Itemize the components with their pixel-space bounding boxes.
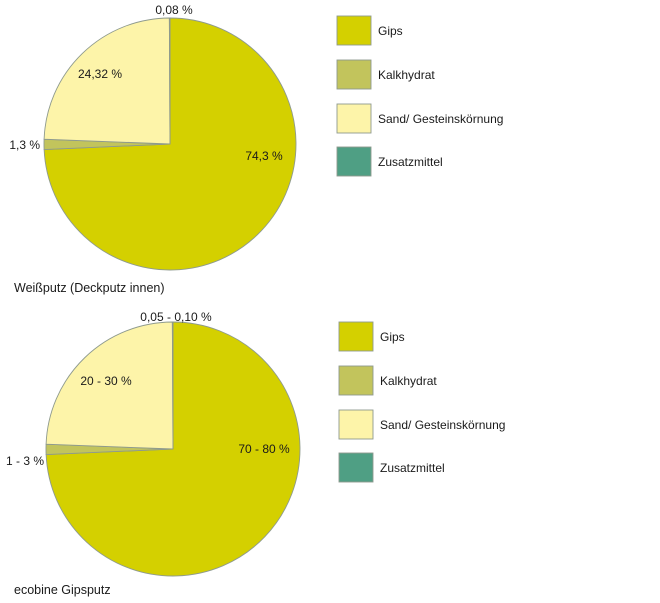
chart-title: ecobine Gipsputz (14, 583, 111, 597)
value-label-zusatzmittel: 0,05 - 0,10 % (140, 310, 212, 324)
legend-label-gips: Gips (380, 330, 405, 344)
pie-slice-sand-gesteinsk-rnung (43, 17, 171, 145)
value-label-sand-gesteinsk-rnung: 24,32 % (78, 67, 122, 81)
legend-label-zusatzmittel: Zusatzmittel (378, 155, 443, 169)
pie-slice-zusatzmittel (171, 321, 174, 450)
legend: Gips Kalkhydrat Sand/ Gesteinskörnung Zusat… (336, 15, 503, 177)
chart-title: Weißputz (Deckputz innen) (14, 281, 165, 295)
pie-slice-sand-gesteinsk-rnung (45, 321, 174, 450)
value-label-sand-gesteinsk-rnung: 20 - 30 % (80, 374, 132, 388)
value-label-gips: 70 - 80 % (238, 442, 290, 456)
legend-label-kalkhydrat: Kalkhydrat (378, 68, 435, 82)
legend-swatch-sand-gesteinsk-rnung (336, 103, 372, 134)
legend-swatch-zusatzmittel (336, 146, 372, 177)
legend-label-zusatzmittel: Zusatzmittel (380, 461, 445, 475)
legend-swatch-zusatzmittel (338, 452, 374, 483)
legend-swatch-sand-gesteinsk-rnung (338, 409, 374, 440)
legend-label-kalkhydrat: Kalkhydrat (380, 374, 437, 388)
value-label-gips: 74,3 % (245, 149, 283, 163)
legend-swatch-gips (338, 321, 374, 352)
value-label-kalkhydrat: 1 - 3 % (6, 454, 44, 468)
legend-swatch-gips (336, 15, 372, 46)
pie-chart-1: 74,3 % 1,3 % 24,32 % 0,08 % Weißputz (Deckpu… (9, 3, 503, 295)
legend-label-sand-gesteinsk-rnung: Sand/ Gesteinskörnung (380, 418, 505, 432)
legend: Gips Kalkhydrat Sand/ Gesteinskörnung Zusat… (338, 321, 505, 483)
legend-label-gips: Gips (378, 24, 403, 38)
pie-chart-2: 70 - 80 % 1 - 3 % 20 - 30 % 0,05 - 0,10 % ec… (6, 310, 505, 597)
value-label-kalkhydrat: 1,3 % (9, 138, 40, 152)
value-label-zusatzmittel: 0,08 % (155, 3, 193, 17)
legend-label-sand-gesteinsk-rnung: Sand/ Gesteinskörnung (378, 112, 503, 126)
legend-swatch-kalkhydrat (338, 365, 374, 396)
legend-swatch-kalkhydrat (336, 59, 372, 90)
pie-slice-zusatzmittel (168, 17, 171, 145)
